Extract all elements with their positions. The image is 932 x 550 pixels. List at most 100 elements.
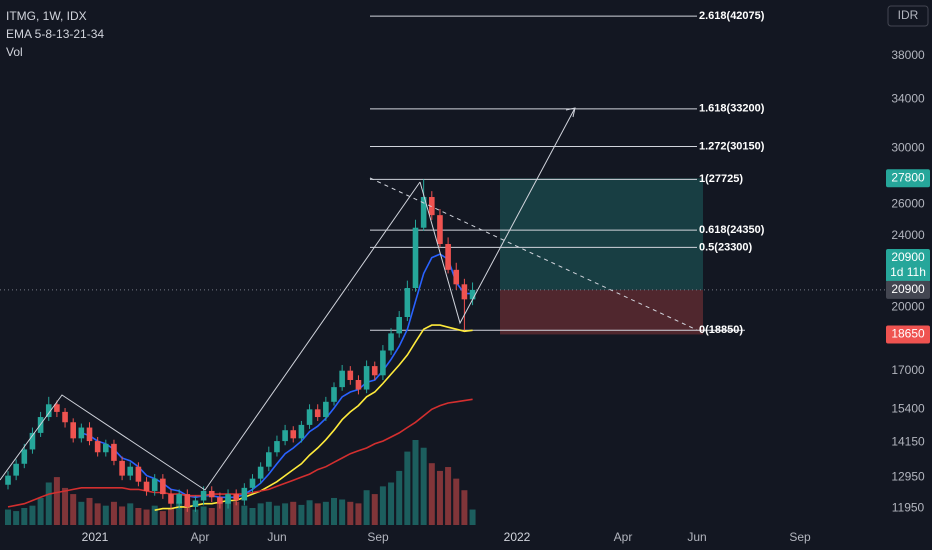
candle-body [21,449,28,464]
candle-body [176,494,182,504]
x-tick-label: Jun [267,530,286,544]
target-zone [500,178,703,290]
x-tick-label: Jun [687,530,706,544]
candle-body [429,197,435,216]
volume-bar [143,509,150,525]
candle-body [200,490,207,501]
stop-price-label: 18650 [891,327,925,341]
volume-bar [273,505,280,525]
candle-body [127,466,134,476]
x-tick-label: Apr [614,530,633,544]
volume-bar [355,503,362,525]
volume-bar [428,463,435,525]
volume-bar [453,478,460,525]
candle-body [233,494,239,501]
y-tick-label: 15400 [891,402,925,416]
volume-bar [184,504,191,525]
candle-body [274,441,280,453]
candle-body [249,478,256,488]
candle-body [5,475,11,485]
arrow-head [565,107,576,118]
candle-body [257,466,264,479]
volume-bar [363,490,370,525]
volume-bar [78,501,85,525]
volume-bar [62,487,69,525]
plot: 2021 Apr Jun Sep 2022 Apr Jun Sep 2.618(42075) 1.… [0,10,885,544]
candle-body [45,404,52,418]
volume-bar [45,482,52,525]
volume-bar [200,506,207,525]
volume-bar [265,501,272,525]
volume-bar [379,486,386,525]
volume-bar [53,477,60,525]
candle-body [420,197,427,228]
y-tick-label: 11950 [892,501,925,515]
candle-body [111,443,117,461]
candle-body [355,379,362,390]
candle-body [314,409,321,418]
volume-bar [404,451,411,525]
candle-body [282,430,288,442]
candle-body [371,366,378,376]
candle-body [119,460,125,476]
currency-badge [887,5,929,27]
x-tick-label: Sep [789,530,811,544]
volume-bar [13,511,20,525]
candle-body [266,452,272,467]
fib-label: 0.5(23300) [699,241,753,253]
volume-bar [5,509,11,525]
candle-body [298,424,305,439]
volume-bar [290,501,297,525]
candle-body [54,404,60,412]
y-tick-label: 17000 [891,363,925,377]
ema-line [81,253,473,499]
volume-bar [388,482,395,525]
volume-bar [119,506,126,525]
volume-bar [21,508,28,525]
entry-price-label: 20900 [891,282,925,296]
volume-bar [469,509,476,525]
volume-bar [159,511,166,525]
candle-body [241,487,248,501]
candle-body [323,401,329,418]
ema-line [7,398,473,508]
candle-body [445,244,451,270]
volume-bar [168,508,174,525]
candle-body [225,494,231,504]
candle-body [29,432,36,450]
indicator-label: EMA 5-8-13-21-34 [6,27,104,41]
volume-bar [420,447,427,525]
fib-label: 2.618(42075) [699,10,765,22]
volume-bar [70,494,77,525]
volume-bar [282,503,289,525]
candle-body [168,494,174,504]
fib-label: 1.618(33200) [699,103,765,115]
candle-body [290,430,297,439]
volume-bar [208,508,215,525]
volume-bar [306,500,313,525]
fib-label: 0.618(24350) [699,224,765,236]
volume-bar [37,497,44,525]
volume-bar [94,503,101,525]
volume-bar [233,501,240,525]
indicator-label: Vol [6,45,23,59]
target-price-label: 27800 [891,170,925,184]
candle-body [412,227,419,289]
candle-body [103,443,109,453]
volume-bar [257,503,264,525]
stop-price-label-box [886,325,930,344]
y-tick-label: 34000 [891,92,925,106]
volume-bar [461,490,468,525]
candle-body [160,478,166,495]
candle-body [469,289,476,300]
candle-body [151,478,158,491]
volume-bar [216,503,223,525]
candle-body [62,411,68,423]
candle-body [184,494,191,507]
volume-bar [176,501,183,525]
fib-label: 1.272(30150) [699,140,765,152]
x-tick-label: Apr [191,530,210,544]
candle-body [94,441,101,453]
